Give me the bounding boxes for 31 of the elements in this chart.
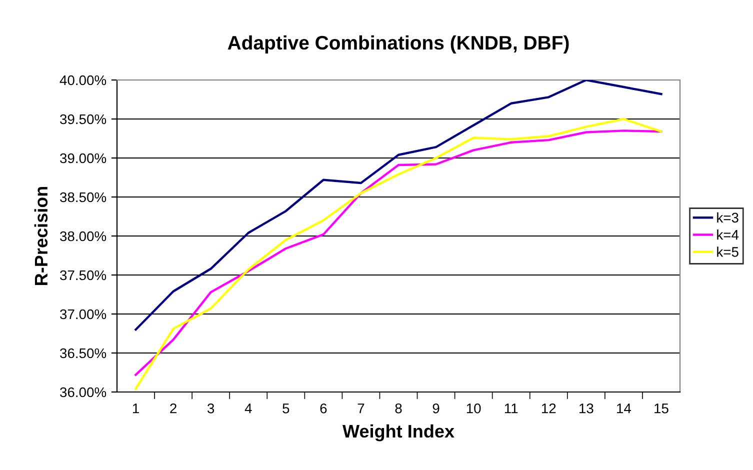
x-tick-label: 12 <box>542 403 556 414</box>
x-tick-label: 14 <box>617 404 632 414</box>
legend-label: k=5 <box>717 246 738 257</box>
x-tick-label: 11 <box>504 404 518 414</box>
x-tick-label: 2 <box>170 403 176 414</box>
chart-title: Adaptive Combinations (KNDB, DBF) <box>228 35 569 54</box>
y-tick-label: 38.50% <box>60 192 106 202</box>
y-axis-title: R-Precision <box>34 186 48 285</box>
y-tick-label: 36.00% <box>60 387 106 398</box>
x-tick-label: 6 <box>320 403 327 414</box>
x-tick-label: 8 <box>395 403 402 414</box>
y-tick-label: 40.00% <box>60 75 106 86</box>
x-tick-label: 3 <box>208 403 214 414</box>
x-tick-label: 4 <box>244 404 252 414</box>
y-tick-label: 39.50% <box>60 114 106 124</box>
y-tick-label: 39.00% <box>60 153 106 164</box>
y-tick-label: 36.50% <box>60 348 106 358</box>
line-series <box>134 80 662 331</box>
x-tick-label: 15 <box>654 404 668 414</box>
x-tick-label: 13 <box>580 403 594 414</box>
x-tick-label: 7 <box>358 404 364 414</box>
y-tick-label: 37.50% <box>60 270 106 280</box>
x-tick-label: 9 <box>432 403 440 414</box>
x-axis-title: Weight Index <box>342 424 454 442</box>
legend-label: k=3 <box>717 212 738 223</box>
x-tick-label: 10 <box>466 403 481 414</box>
y-tick-label: 37.00% <box>60 309 106 320</box>
legend-label: k=4 <box>717 230 739 240</box>
x-tick-label: 1 <box>132 404 139 414</box>
y-tick-label: 38.00% <box>60 231 106 242</box>
x-tick-label: 5 <box>282 404 290 414</box>
